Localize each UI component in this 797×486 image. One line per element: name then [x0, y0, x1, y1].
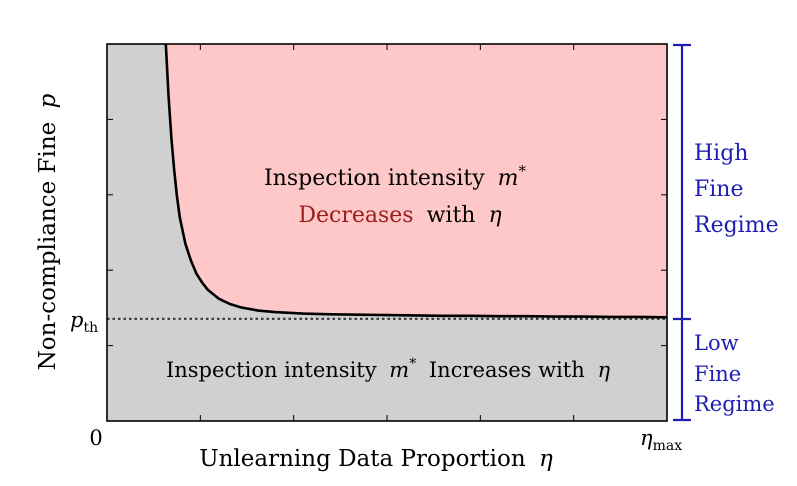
high-regime-line3: Regime: [694, 213, 779, 238]
x-axis-title-symbol: η: [539, 446, 553, 472]
high-region-prefix: Inspection intensity: [264, 166, 485, 191]
x-axis-title: Unlearning Data Proportion η: [199, 446, 553, 472]
low-regime-label: Low Fine Regime: [694, 331, 775, 416]
high-region-label-line1: Inspection intensity m*: [264, 162, 527, 191]
low-region-eta: η: [597, 358, 610, 382]
low-region-suffix: Increases with: [429, 358, 585, 382]
high-region-superscript: *: [519, 162, 527, 180]
boundary-curve: [164, 44, 667, 319]
low-regime-line2: Fine: [694, 362, 741, 386]
eta-max-symbol: η: [640, 426, 653, 450]
low-region-symbol: m: [389, 358, 409, 382]
high-region-eta: η: [488, 203, 501, 228]
x-origin-label: 0: [89, 426, 102, 450]
low-regime-line1: Low: [694, 331, 739, 355]
low-regime-bracket: [673, 319, 691, 422]
eta-max-subscript: max: [653, 438, 683, 454]
high-region-symbol: m: [498, 166, 519, 191]
low-region-label: Inspection intensity m* Increases with η: [166, 349, 611, 382]
low-region-prefix: Inspection intensity: [166, 358, 377, 382]
p-th-tick-label: pth: [70, 308, 98, 336]
high-regime-bracket: [673, 43, 691, 321]
high-regime-label: High Fine Regime: [694, 141, 779, 238]
eta-max-label: ηmax: [640, 426, 682, 454]
low-regime-line3: Regime: [694, 392, 775, 416]
y-axis-title-text: Non-compliance Fine: [35, 122, 61, 371]
high-region-fill: [165, 44, 667, 318]
y-axis-title: Non-compliance Fine p: [35, 93, 61, 370]
high-region-label-line2: Decreases with η: [298, 203, 501, 228]
x-axis-title-text: Unlearning Data Proportion: [199, 446, 526, 472]
high-regime-line1: High: [694, 141, 748, 166]
low-region-superscript: *: [409, 356, 416, 372]
p-th-subscript: th: [83, 320, 98, 336]
high-regime-line2: Fine: [694, 177, 744, 202]
p-th-symbol: p: [70, 308, 83, 332]
y-axis-title-symbol: p: [35, 93, 61, 108]
decreases-word: Decreases: [298, 203, 413, 228]
high-region-with: with: [427, 203, 476, 228]
